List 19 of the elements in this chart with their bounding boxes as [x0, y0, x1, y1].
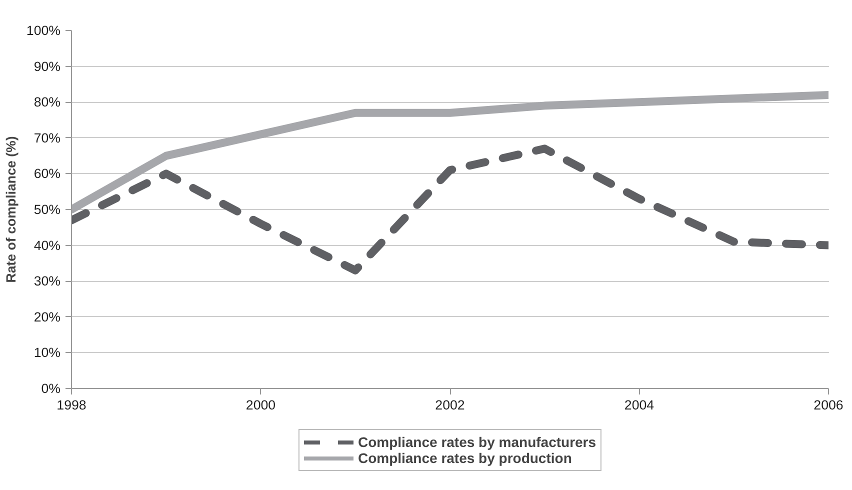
y-tick-label: 50%	[34, 202, 61, 217]
legend-label: Compliance rates by manufacturers	[358, 434, 596, 450]
legend-label: Compliance rates by production	[358, 450, 572, 466]
y-tick-label: 20%	[34, 309, 61, 324]
x-tick-label: 2004	[624, 398, 655, 412]
x-tick-label: 2002	[435, 398, 465, 412]
y-tick-label: 70%	[34, 130, 61, 146]
y-tick-label: 0%	[41, 381, 61, 396]
y-tick-label: 90%	[34, 58, 61, 74]
y-tick-label: 30%	[34, 274, 61, 289]
x-tick-label: 2000	[246, 398, 276, 412]
y-tick-label: 40%	[34, 238, 61, 253]
y-tick-label: 100%	[26, 23, 61, 38]
y-tick-label: 80%	[34, 94, 61, 110]
x-tick-label: 1998	[56, 398, 86, 412]
y-tick-label: 60%	[34, 166, 61, 182]
x-tick-label: 2006	[814, 398, 844, 412]
y-axis-title: Rate of compliance (%)	[3, 136, 18, 283]
y-tick-label: 10%	[34, 345, 61, 360]
